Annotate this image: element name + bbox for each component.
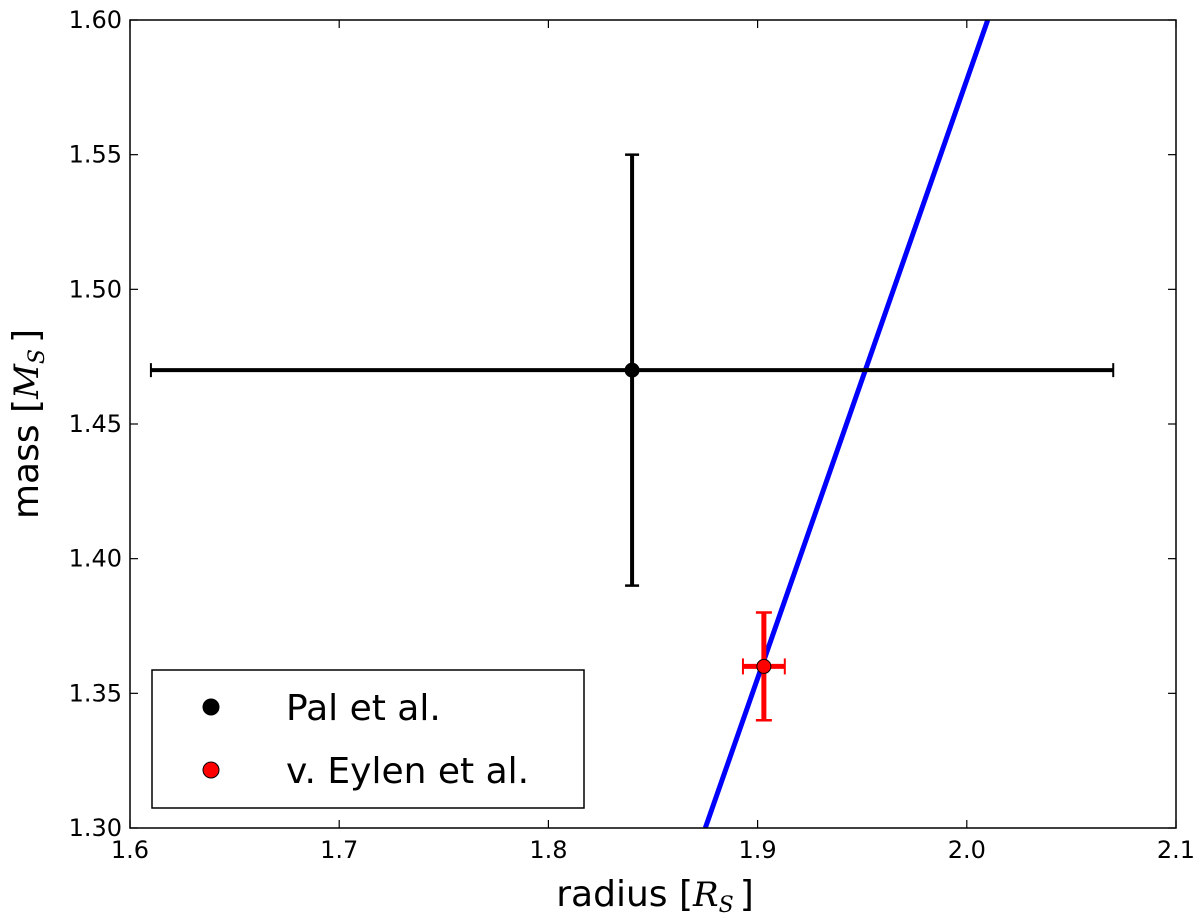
plot-frame xyxy=(129,19,1177,829)
y-tick-label: 1.50 xyxy=(69,275,122,303)
data-point-eylen xyxy=(756,658,772,674)
y-tick-label: 1.30 xyxy=(69,814,122,842)
x-tick-label: 1.7 xyxy=(320,836,358,864)
legend-marker-eylen xyxy=(202,761,220,779)
legend-marker-pal xyxy=(202,698,220,716)
legend-box xyxy=(151,669,585,809)
x-axis-label: radius [RS] xyxy=(556,874,754,918)
y-tick-label: 1.45 xyxy=(69,410,122,438)
x-tick-label: 1.8 xyxy=(529,836,567,864)
y-tick-label: 1.35 xyxy=(69,679,122,707)
legend: Pal et al. v. Eylen et al. xyxy=(151,669,585,809)
x-tick-label: 1.6 xyxy=(111,836,149,864)
y-tick-label: 1.60 xyxy=(69,6,122,34)
y-axis-label: mass [MS] xyxy=(6,329,50,519)
legend-label-eylen: v. Eylen et al. xyxy=(286,751,529,792)
y-tick-label: 1.55 xyxy=(69,141,122,169)
isochrone-line xyxy=(702,20,991,828)
x-tick-label: 2.0 xyxy=(948,836,986,864)
x-tick-label: 1.9 xyxy=(739,836,777,864)
x-tick-label: 2.1 xyxy=(1157,836,1195,864)
data-point-pal xyxy=(624,362,640,378)
y-tick-label: 1.40 xyxy=(69,545,122,573)
legend-label-pal: Pal et al. xyxy=(286,688,441,729)
